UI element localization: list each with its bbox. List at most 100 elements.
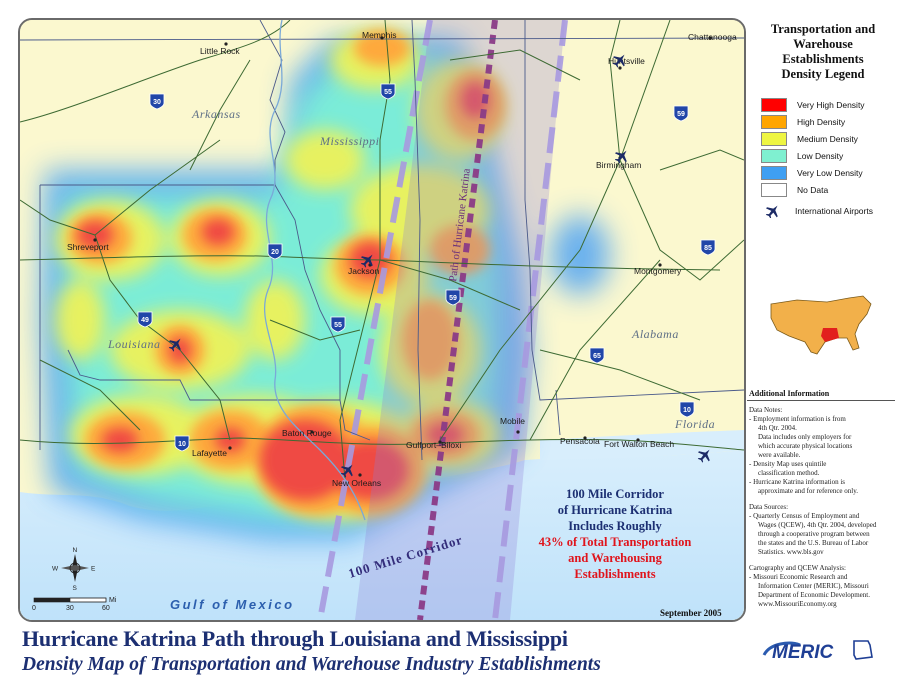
airplane-icon	[168, 338, 181, 352]
compass-needle-ew	[61, 565, 89, 571]
svg-text:10: 10	[178, 441, 186, 448]
gulf-label: Gulf of Mexico	[170, 597, 295, 612]
interstate-shield-49: 49	[137, 311, 153, 328]
us-locator-map	[770, 295, 872, 355]
legend-airport-row: International Airports	[747, 202, 895, 219]
legend-item: High Density	[747, 113, 895, 130]
corridor-left-edge	[317, 20, 433, 620]
data-sources-line: Wages (QCEW), 4th Qtr. 2004, developed	[758, 521, 877, 529]
legend-item: Low Density	[747, 147, 895, 164]
corridor-note-line: 100 Mile Corridor	[566, 487, 664, 501]
city-label-memphis: Memphis	[362, 30, 396, 40]
city-label-mobile: Mobile	[500, 416, 525, 426]
svg-text:65: 65	[593, 353, 601, 360]
svg-text:85: 85	[704, 245, 712, 252]
corridor-note-highlight: and Warehousing	[568, 551, 662, 565]
data-notes-line: - Density Map uses quintile	[749, 460, 827, 468]
legend-item-label: High Density	[797, 116, 846, 127]
svg-text:59: 59	[677, 111, 685, 118]
city-label-chattanooga: Chattanooga	[688, 32, 737, 42]
legend-item-label: Very Low Density	[797, 167, 863, 178]
compass-e: E	[91, 566, 96, 573]
data-sources-line: Statistics. www.bls.gov	[758, 548, 824, 556]
map-date: September 2005	[660, 608, 722, 618]
legend-airport-label: International Airports	[795, 205, 873, 216]
compass-n: N	[73, 547, 78, 554]
compass-rose: N S E W	[52, 547, 96, 592]
legend-swatch	[761, 97, 787, 112]
data-sources: Data Sources: - Quarterly Census of Empl…	[749, 503, 893, 557]
data-notes-line: - Employment information is from	[749, 415, 846, 423]
scale-tick-30: 30	[66, 605, 74, 612]
city-label-lafayette: Lafayette	[192, 448, 227, 458]
density-map: Arkansas Mississippi Louisiana Alabama F…	[20, 20, 744, 620]
interstate-shield-65: 65	[589, 347, 605, 364]
legend-swatch	[761, 165, 787, 180]
state-label-louisiana: Louisiana	[107, 337, 161, 351]
scale-bar: 0 30 60 Mi	[32, 597, 117, 612]
airplane-icon	[612, 54, 625, 68]
interstate-shield-30: 30	[149, 93, 165, 110]
data-sources-heading: Data Sources:	[749, 503, 789, 511]
legend-panel: Transportation and Warehouse Establishme…	[747, 22, 895, 622]
info-block: Data Notes: - Employment information is …	[749, 406, 893, 616]
legend-title: Transportation and Warehouse Establishme…	[751, 22, 895, 82]
city-markers	[93, 36, 712, 477]
mississippi-river	[263, 20, 366, 521]
state-label-alabama: Alabama	[631, 327, 679, 341]
legend-items: Very High Density High Density Medium Dens…	[747, 96, 895, 198]
city-label-gulfport-biloxi: Gulfport–Biloxi	[406, 440, 461, 450]
interstate-shield-10-west: 10	[174, 435, 190, 452]
info-divider	[747, 400, 895, 401]
locator-highlight	[821, 328, 839, 342]
airplane-icon	[360, 254, 373, 268]
svg-text:55: 55	[384, 89, 392, 96]
legend-swatch	[761, 131, 787, 146]
airplane-icon	[614, 150, 627, 164]
legend-item: Very Low Density	[747, 164, 895, 181]
corridor-note-line: of Hurricane Katrina	[557, 503, 673, 517]
legend-item-label: Low Density	[797, 150, 844, 161]
airplane-icon	[765, 205, 778, 218]
corridor-note-highlight: Establishments	[574, 567, 656, 581]
city-label-new-orleans: New Orleans	[332, 478, 381, 488]
state-boundaries	[20, 20, 744, 461]
svg-text:10: 10	[683, 407, 691, 414]
interstate-shield-55-north: 55	[380, 83, 396, 100]
cartography-line: www.MissouriEconomy.org	[758, 600, 837, 608]
legend-swatch	[761, 148, 787, 163]
scale-tick-60: 60	[102, 605, 110, 612]
gulf-water	[20, 450, 744, 620]
state-label-arkansas: Arkansas	[191, 107, 241, 121]
compass-w: W	[52, 566, 59, 573]
interstate-shield-20: 20	[267, 243, 283, 260]
legend-item-label: Medium Density	[797, 133, 858, 144]
cartography-line: Information Center (MERIC), Missouri	[758, 582, 869, 590]
corridor-note-line: Includes Roughly	[568, 519, 662, 533]
interstate-shield-85: 85	[700, 239, 716, 256]
legend-title-line: Density Legend	[781, 67, 865, 81]
city-label-birmingham: Birmingham	[596, 160, 641, 170]
city-label-jackson: Jackson	[348, 266, 379, 276]
corridor-note-highlight: 43% of Total Transportation	[538, 535, 692, 549]
corridor-right-edge	[492, 20, 568, 620]
svg-text:55: 55	[334, 322, 342, 329]
state-label-mississippi: Mississippi	[319, 134, 380, 148]
legend-title-line: Establishments	[782, 52, 864, 66]
data-notes-line: 4th Qtr. 2004.	[758, 424, 797, 432]
data-sources-line: - Quarterly Census of Employment and	[749, 512, 860, 520]
cartography: Cartography and QCEW Analysis: - Missour…	[749, 564, 893, 609]
cartography-heading: Cartography and QCEW Analysis:	[749, 564, 846, 572]
scale-unit: Mi	[109, 597, 117, 604]
data-notes-line: - Hurricane Katrina information is	[749, 478, 846, 486]
airplane-icon	[340, 464, 353, 478]
data-notes-line: were available.	[758, 451, 801, 459]
city-label-shreveport: Shreveport	[67, 242, 109, 252]
scale-tick-0: 0	[32, 605, 36, 612]
data-notes-line: Data includes only employers for	[758, 433, 852, 441]
interstate-shield-55-south: 55	[330, 316, 346, 333]
legend-swatch	[761, 182, 787, 197]
airplane-icon	[697, 449, 710, 463]
corridor-note: 100 Mile Corridor of Hurricane Katrina I…	[530, 486, 700, 582]
compass-s: S	[73, 585, 78, 592]
